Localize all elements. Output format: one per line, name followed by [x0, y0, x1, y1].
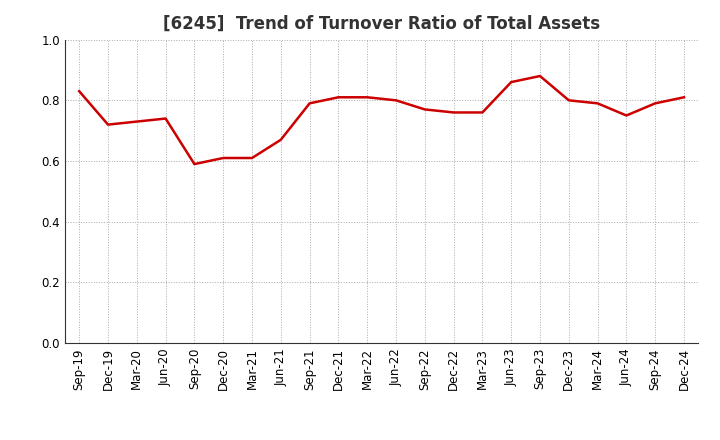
Title: [6245]  Trend of Turnover Ratio of Total Assets: [6245] Trend of Turnover Ratio of Total …: [163, 15, 600, 33]
